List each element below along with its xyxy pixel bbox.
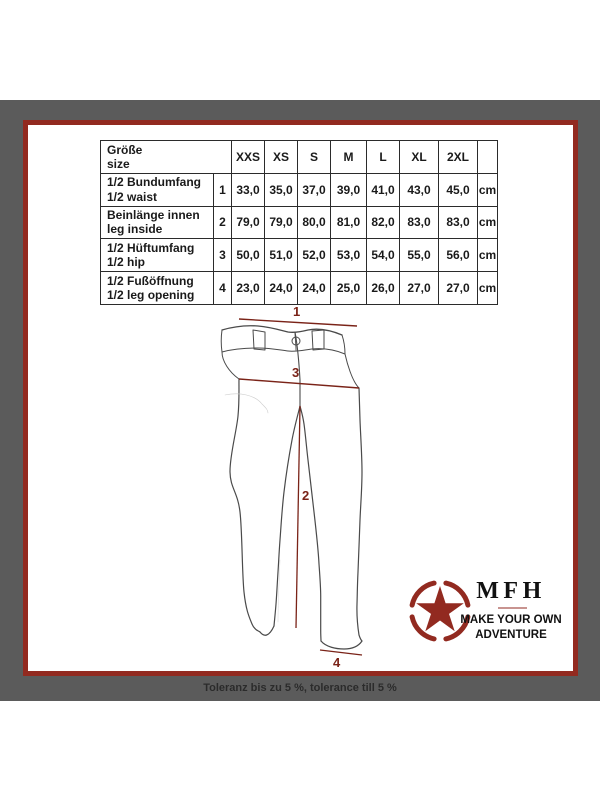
svg-text:MFH: MFH: [476, 578, 545, 604]
svg-text:1: 1: [293, 304, 300, 319]
svg-text:4: 4: [333, 655, 341, 670]
svg-text:MAKE YOUR OWN: MAKE YOUR OWN: [460, 614, 561, 626]
svg-text:ADVENTURE: ADVENTURE: [475, 629, 547, 641]
svg-text:2: 2: [302, 488, 309, 503]
svg-text:3: 3: [292, 365, 299, 380]
